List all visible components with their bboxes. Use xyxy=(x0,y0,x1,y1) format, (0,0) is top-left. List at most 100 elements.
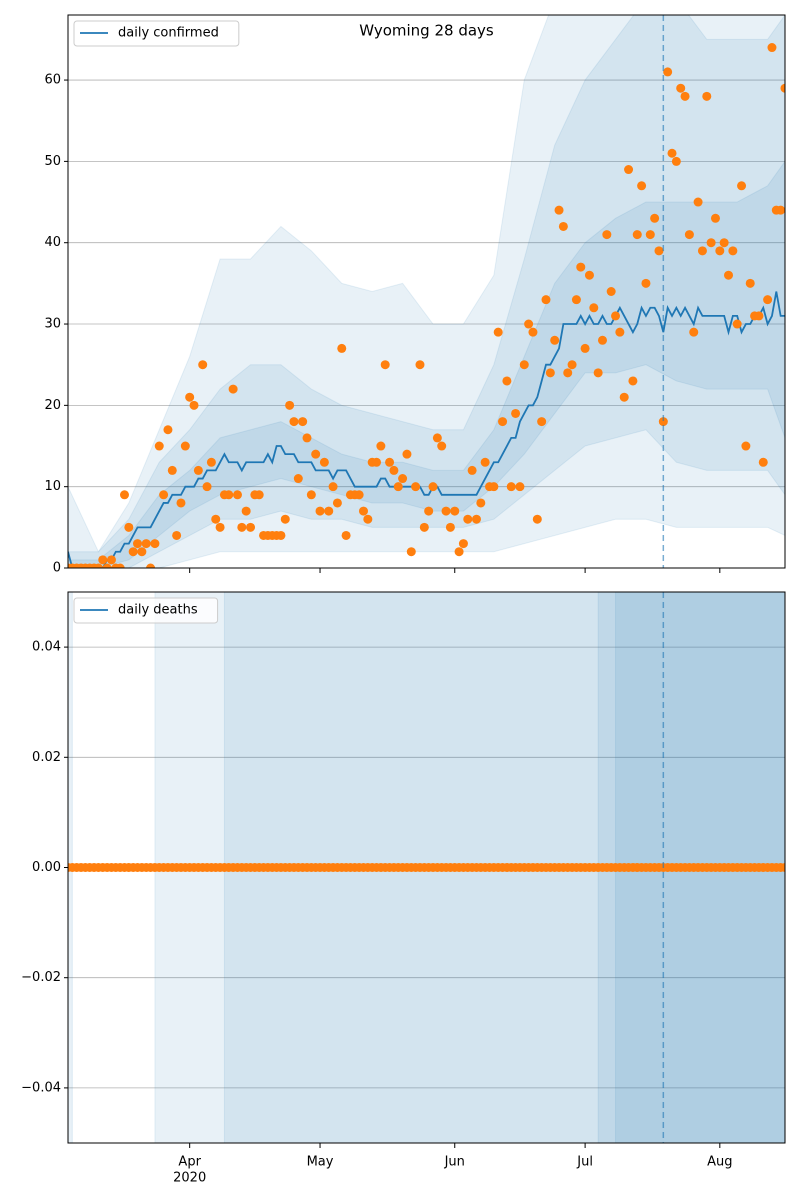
data-point xyxy=(663,67,673,77)
data-point xyxy=(337,343,347,353)
data-point xyxy=(776,205,785,215)
x-tick-label: Jun xyxy=(444,1155,465,1170)
data-point xyxy=(563,368,573,378)
data-point xyxy=(737,181,747,191)
data-point xyxy=(246,522,256,532)
data-point xyxy=(119,490,129,500)
data-point xyxy=(354,490,364,500)
data-point xyxy=(611,311,621,321)
data-point xyxy=(393,482,403,492)
data-point xyxy=(493,327,503,337)
data-point xyxy=(445,522,455,532)
data-point xyxy=(93,563,103,568)
data-point xyxy=(576,262,586,272)
data-point xyxy=(454,547,464,557)
data-point xyxy=(280,514,290,524)
data-point xyxy=(680,91,690,101)
data-point xyxy=(702,91,712,101)
data-point xyxy=(571,295,581,305)
data-point xyxy=(202,482,212,492)
data-point xyxy=(358,506,368,516)
data-point xyxy=(628,376,638,386)
data-point xyxy=(471,514,481,524)
data-point xyxy=(537,417,547,427)
data-point xyxy=(589,303,599,313)
data-point xyxy=(315,506,325,516)
legend-label: daily deaths xyxy=(118,603,198,618)
y-tick-label: 50 xyxy=(44,154,61,169)
data-point xyxy=(211,514,221,524)
data-point xyxy=(285,400,295,410)
data-point xyxy=(550,335,560,345)
y-tick-label: −0.04 xyxy=(21,1080,61,1095)
data-point xyxy=(228,384,238,394)
data-point xyxy=(167,465,177,475)
legend-box xyxy=(73,597,219,624)
plot-area xyxy=(68,592,785,1143)
data-point xyxy=(376,441,386,451)
data-point xyxy=(558,221,568,231)
data-point xyxy=(724,270,734,280)
data-point xyxy=(650,213,660,223)
data-point xyxy=(398,474,408,484)
data-point xyxy=(419,522,429,532)
data-point xyxy=(328,482,338,492)
data-point xyxy=(511,408,521,418)
data-point xyxy=(515,482,525,492)
data-point xyxy=(176,498,186,508)
y-tick-label: 0.02 xyxy=(32,750,61,765)
data-point xyxy=(524,319,534,329)
data-point xyxy=(106,555,116,565)
x-tick-label: Apr xyxy=(178,1155,201,1170)
data-point xyxy=(602,230,612,240)
data-point xyxy=(241,506,251,516)
data-point xyxy=(385,457,395,467)
data-point xyxy=(215,522,225,532)
data-point xyxy=(780,83,785,93)
data-point xyxy=(141,539,151,549)
data-point xyxy=(593,368,603,378)
data-point xyxy=(389,465,399,475)
data-point xyxy=(372,457,382,467)
data-point xyxy=(289,417,299,427)
data-point xyxy=(185,392,195,402)
data-point xyxy=(632,230,642,240)
legend: daily confirmed xyxy=(73,20,240,47)
data-point xyxy=(706,238,716,248)
data-point xyxy=(637,181,647,191)
data-point xyxy=(658,417,668,427)
data-point xyxy=(406,547,416,557)
x-tick-label: May xyxy=(307,1155,334,1170)
data-point xyxy=(437,441,447,451)
data-point xyxy=(458,539,468,549)
chart-title: Wyoming 28 days xyxy=(359,22,494,40)
data-point xyxy=(476,498,486,508)
data-point xyxy=(606,287,616,296)
data-point xyxy=(311,449,321,459)
data-point xyxy=(302,433,312,443)
data-point xyxy=(758,457,768,467)
data-point xyxy=(684,230,694,240)
legend: daily deaths xyxy=(73,597,219,624)
y-tick-label: 0.04 xyxy=(32,640,61,655)
data-point xyxy=(146,563,156,568)
data-point xyxy=(506,482,516,492)
x-sublabel: 2020 xyxy=(173,1171,206,1186)
data-point xyxy=(780,863,785,872)
data-point xyxy=(754,311,764,321)
data-point xyxy=(98,555,108,565)
data-point xyxy=(293,474,303,484)
data-point xyxy=(689,327,699,337)
data-point xyxy=(402,449,412,459)
x-tick-label: Jul xyxy=(576,1155,593,1170)
y-tick-label: −0.02 xyxy=(21,970,61,985)
data-point xyxy=(654,246,664,256)
data-point xyxy=(745,278,755,288)
axes-frame xyxy=(67,591,786,1144)
series-line xyxy=(68,291,785,568)
data-point xyxy=(363,514,373,524)
data-point xyxy=(189,400,199,410)
data-point xyxy=(150,539,160,549)
data-point xyxy=(671,156,681,166)
